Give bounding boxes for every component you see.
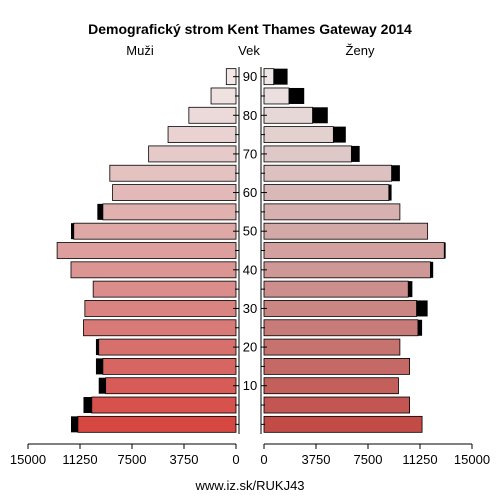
bar-men-age-65 bbox=[109, 164, 237, 182]
x-tick-label-right-7500: 7500 bbox=[354, 452, 383, 467]
bar-men-age-60 bbox=[112, 184, 237, 201]
bar-men-surplus-age-15 bbox=[95, 358, 103, 375]
bar-women-age-65 bbox=[263, 164, 392, 182]
bar-men-age-80 bbox=[188, 106, 237, 124]
age-tick-label-20: 20 bbox=[243, 340, 257, 355]
bar-men-age-25 bbox=[83, 319, 237, 337]
age-tick-label-60: 60 bbox=[243, 185, 257, 200]
bar-men-age-15 bbox=[102, 357, 237, 375]
x-tick-label-left-15000: 15000 bbox=[10, 452, 46, 467]
age-tick-label-90: 90 bbox=[243, 69, 257, 84]
bar-women-age-40 bbox=[263, 261, 431, 279]
age-tick-label-70: 70 bbox=[243, 146, 257, 161]
bar-women-age-75 bbox=[263, 126, 334, 144]
bar-men-age-55 bbox=[102, 203, 237, 221]
bar-men-age-75 bbox=[167, 126, 237, 144]
bar-women-age-20 bbox=[263, 338, 401, 356]
bar-women-surplus-age-25 bbox=[417, 319, 423, 336]
x-tick-label-left-3750: 3750 bbox=[170, 452, 199, 467]
axis-layer: 10 20 30 40 50 60 70 80 90 15000 11250 7500 3750 0 0 37… bbox=[10, 67, 490, 467]
bar-men-age-10 bbox=[105, 377, 237, 395]
bar-women-age-5 bbox=[263, 396, 411, 414]
bar-women-surplus-age-30 bbox=[416, 300, 428, 317]
chart-title: Demografický strom Kent Thames Gateway 2… bbox=[88, 21, 412, 37]
bar-women-surplus-age-80 bbox=[312, 107, 328, 124]
x-tick-label-right-3750: 3750 bbox=[302, 452, 331, 467]
bar-men-age-85 bbox=[210, 87, 237, 105]
bar-women-surplus-age-65 bbox=[391, 165, 400, 182]
age-tick-label-30: 30 bbox=[243, 301, 257, 316]
bar-men-age-40 bbox=[70, 261, 237, 279]
bar-women-age-35 bbox=[263, 280, 409, 298]
bar-women-age-25 bbox=[263, 319, 419, 337]
bar-men-age-70 bbox=[148, 145, 237, 163]
bar-women-age-15 bbox=[263, 357, 411, 375]
x-tick-label-left-11250: 11250 bbox=[62, 452, 97, 467]
bar-women-surplus-age-75 bbox=[333, 126, 346, 143]
bar-women-age-60 bbox=[263, 184, 390, 201]
age-tick-label-80: 80 bbox=[243, 108, 257, 123]
bar-women-age-85 bbox=[263, 87, 290, 105]
bar-men-age-50 bbox=[73, 222, 237, 240]
age-tick-label-10: 10 bbox=[243, 378, 257, 393]
bar-men-surplus-age-55 bbox=[97, 203, 103, 220]
bar-women-age-0 bbox=[263, 415, 423, 433]
bar-men-surplus-age-50 bbox=[70, 223, 74, 240]
bar-men-age-0 bbox=[77, 415, 237, 433]
bar-women-surplus-age-85 bbox=[288, 87, 305, 104]
center-axis-label: Vek bbox=[238, 43, 260, 58]
bar-men-surplus-age-20 bbox=[95, 339, 99, 356]
x-tick-label-left-7500: 7500 bbox=[118, 452, 147, 467]
bar-men-age-30 bbox=[84, 300, 237, 317]
bar-men-age-20 bbox=[98, 338, 237, 356]
x-tick-label-left-0: 0 bbox=[232, 452, 239, 467]
x-tick-label-right-0: 0 bbox=[260, 452, 267, 467]
bar-women-age-45 bbox=[263, 242, 445, 259]
bar-men-age-45 bbox=[56, 242, 237, 259]
bars-layer bbox=[56, 68, 446, 433]
bar-women-age-30 bbox=[263, 300, 417, 317]
footer-source: www.iz.sk/RUKJ43 bbox=[194, 478, 304, 493]
age-tick-label-40: 40 bbox=[243, 262, 257, 277]
bar-men-surplus-age-0 bbox=[70, 416, 78, 433]
x-tick-label-right-15000: 15000 bbox=[454, 452, 490, 467]
bar-women-age-70 bbox=[263, 145, 352, 163]
bar-men-surplus-age-5 bbox=[83, 397, 92, 414]
x-tick-label-right-11250: 11250 bbox=[402, 452, 437, 467]
age-tick-label-50: 50 bbox=[243, 224, 257, 239]
bar-women-surplus-age-40 bbox=[430, 261, 434, 278]
bar-women-age-10 bbox=[263, 377, 399, 395]
bar-men-age-5 bbox=[91, 396, 237, 414]
bar-women-surplus-age-45 bbox=[444, 242, 446, 259]
bar-men-surplus-age-10 bbox=[98, 377, 106, 394]
bar-women-surplus-age-90 bbox=[273, 68, 288, 85]
left-series-label: Muži bbox=[126, 43, 154, 58]
bar-women-age-50 bbox=[263, 222, 429, 240]
bar-women-surplus-age-70 bbox=[351, 145, 360, 162]
right-series-label: Ženy bbox=[346, 43, 375, 58]
bar-women-age-80 bbox=[263, 106, 313, 124]
bar-men-age-35 bbox=[92, 280, 237, 298]
bar-women-surplus-age-60 bbox=[388, 184, 392, 201]
bar-women-age-55 bbox=[263, 203, 401, 221]
bar-women-surplus-age-35 bbox=[408, 281, 413, 298]
